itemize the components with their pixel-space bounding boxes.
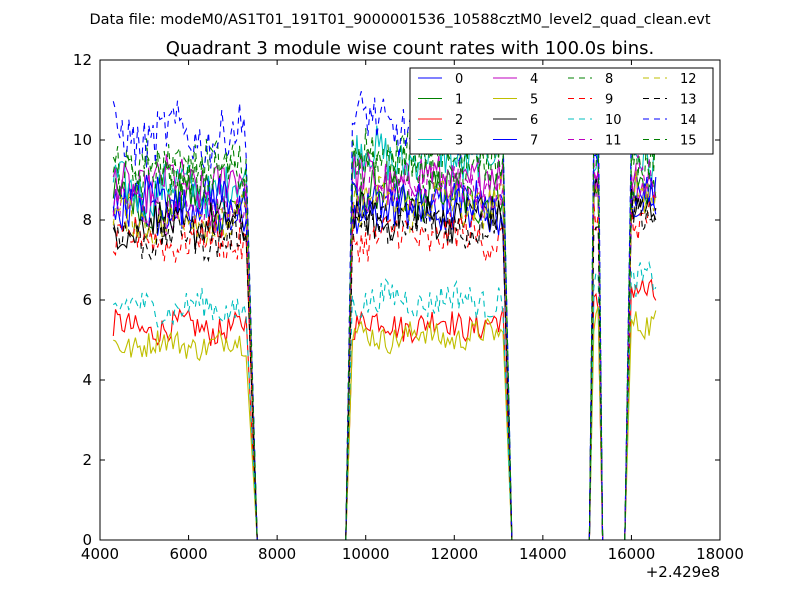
x-offset-label: +2.429e8: [646, 563, 720, 581]
suptitle: Data file: modeM0/AS1T01_191T01_90000015…: [89, 12, 710, 28]
legend-label-0: 0: [455, 72, 463, 87]
legend-label-9: 9: [605, 93, 613, 108]
series-line-9: [112, 194, 657, 540]
legend-label-15: 15: [680, 134, 697, 149]
series-line-12: [112, 170, 657, 540]
legend-label-4: 4: [530, 72, 538, 87]
x-axis: 4000 6000 8000 10000 12000 14000 16000 18000: [81, 60, 744, 563]
x-tick-label: 6000: [169, 545, 207, 563]
x-tick-label: 16000: [608, 545, 656, 563]
legend-label-5: 5: [530, 93, 538, 108]
legend-label-6: 6: [530, 113, 538, 128]
series-line-3: [112, 125, 657, 540]
series-line-14: [112, 85, 657, 540]
x-tick-label: 12000: [430, 545, 478, 563]
y-tick-label: 8: [82, 211, 92, 229]
series-line-6: [112, 178, 657, 540]
x-tick-label: 10000: [342, 545, 390, 563]
legend-label-12: 12: [680, 72, 697, 87]
legend-label-10: 10: [605, 113, 622, 128]
legend-label-2: 2: [455, 113, 463, 128]
legend-label-11: 11: [605, 134, 622, 149]
y-tick-label: 0: [82, 531, 92, 549]
y-tick-label: 4: [82, 371, 92, 389]
legend-label-7: 7: [530, 134, 538, 149]
legend-frame: [409, 67, 714, 155]
legend-label-13: 13: [680, 93, 697, 108]
series-layer: [112, 85, 657, 540]
series-line-5: [113, 306, 657, 540]
series-line-15: [112, 125, 657, 540]
series-line-7: [112, 154, 657, 540]
y-tick-label: 2: [82, 451, 92, 469]
series-line-13: [112, 188, 657, 540]
x-tick-label: 18000: [696, 545, 744, 563]
x-tick-label: 8000: [258, 545, 296, 563]
y-tick-label: 6: [82, 291, 92, 309]
legend-label-8: 8: [605, 72, 613, 87]
series-line-10: [113, 260, 657, 540]
legend-label-1: 1: [455, 93, 463, 108]
y-tick-label: 10: [73, 131, 92, 149]
y-tick-label: 12: [73, 51, 92, 69]
x-tick-label: 4000: [81, 545, 119, 563]
chart-title: Quadrant 3 module wise count rates with …: [166, 38, 655, 59]
legend-label-14: 14: [680, 113, 697, 128]
series-line-0: [112, 177, 657, 540]
series-line-2: [112, 278, 657, 540]
x-tick-label: 14000: [519, 545, 567, 563]
legend-label-3: 3: [455, 134, 463, 149]
